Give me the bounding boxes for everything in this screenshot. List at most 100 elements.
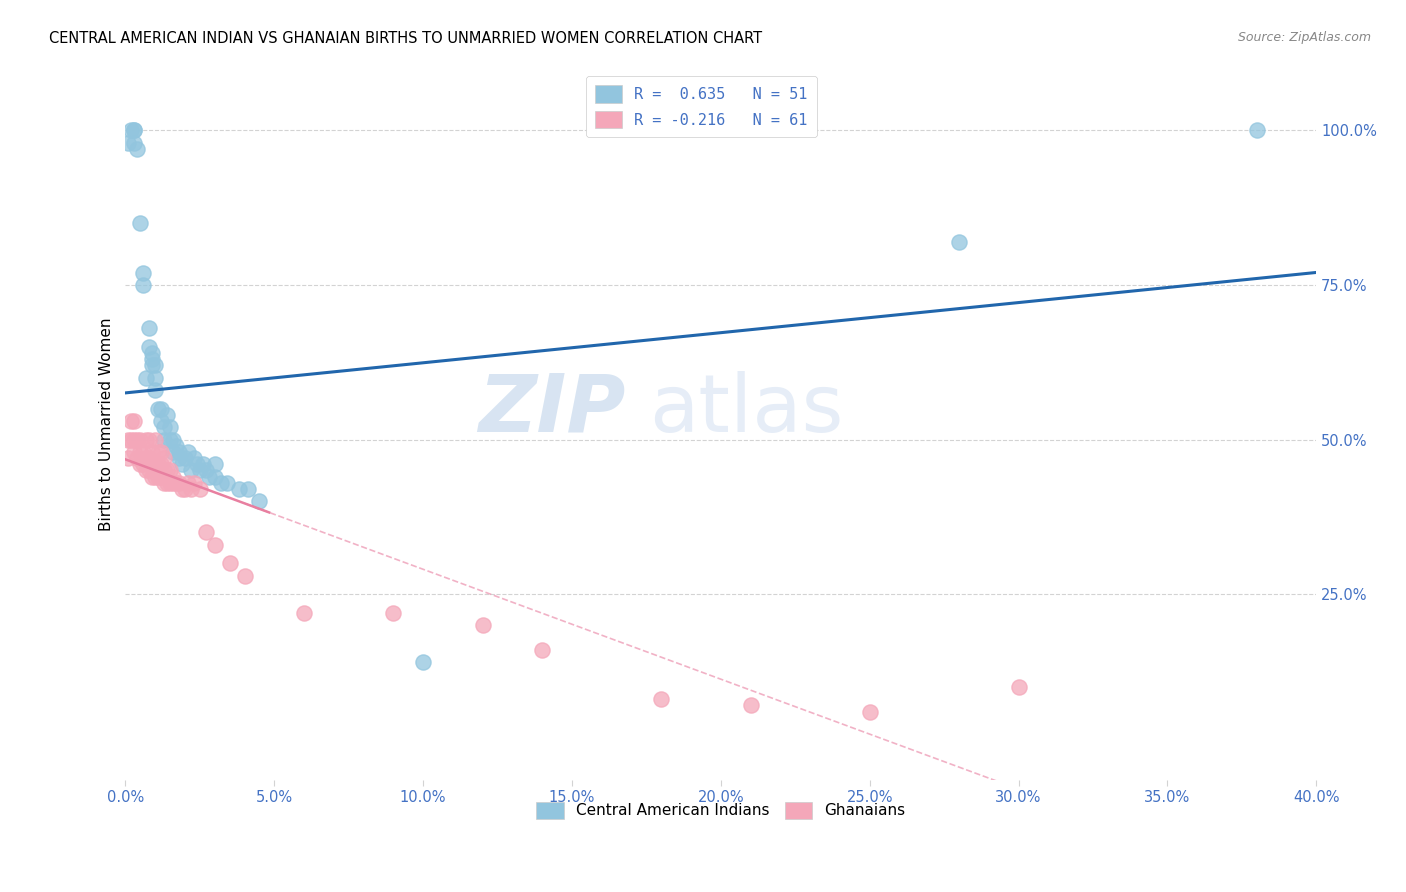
Point xyxy=(127,142,149,156)
Text: Source: ZipAtlas.com: Source: ZipAtlas.com xyxy=(1237,31,1371,45)
Point xyxy=(153,463,176,477)
Point xyxy=(159,433,181,447)
Point xyxy=(1246,123,1268,137)
Point xyxy=(138,451,160,466)
Point xyxy=(162,445,184,459)
Point xyxy=(120,433,142,447)
Point xyxy=(132,277,155,292)
Point xyxy=(174,451,197,466)
Point xyxy=(186,457,208,471)
Point xyxy=(162,433,184,447)
Legend: Central American Indians, Ghanaians: Central American Indians, Ghanaians xyxy=(530,796,911,825)
Point xyxy=(412,655,434,669)
Point xyxy=(159,475,181,490)
Point xyxy=(124,136,146,150)
Point xyxy=(188,463,211,477)
Point xyxy=(141,346,163,360)
Point xyxy=(167,451,190,466)
Point xyxy=(156,475,179,490)
Point xyxy=(204,538,226,552)
Point xyxy=(177,475,200,490)
Point xyxy=(143,370,166,384)
Point xyxy=(153,451,176,466)
Point xyxy=(292,606,315,620)
Point xyxy=(180,482,202,496)
Point xyxy=(135,370,157,384)
Point xyxy=(159,463,181,477)
Point xyxy=(124,433,146,447)
Point xyxy=(236,482,259,496)
Point xyxy=(135,433,157,447)
Point xyxy=(153,433,176,447)
Point xyxy=(138,340,160,354)
Text: CENTRAL AMERICAN INDIAN VS GHANAIAN BIRTHS TO UNMARRIED WOMEN CORRELATION CHART: CENTRAL AMERICAN INDIAN VS GHANAIAN BIRT… xyxy=(49,31,762,46)
Point xyxy=(141,359,163,373)
Point xyxy=(150,457,173,471)
Text: atlas: atlas xyxy=(650,371,844,449)
Point xyxy=(218,556,240,570)
Point xyxy=(162,475,184,490)
Point xyxy=(148,469,170,483)
Point xyxy=(143,457,166,471)
Point xyxy=(191,457,214,471)
Point xyxy=(165,439,187,453)
Point xyxy=(150,414,173,428)
Y-axis label: Births to Unmarried Women: Births to Unmarried Women xyxy=(100,318,114,531)
Point xyxy=(156,408,179,422)
Point xyxy=(129,216,152,230)
Point xyxy=(204,457,226,471)
Point xyxy=(194,525,217,540)
Point xyxy=(148,445,170,459)
Point xyxy=(148,457,170,471)
Point xyxy=(153,420,176,434)
Point xyxy=(129,445,152,459)
Point xyxy=(165,475,187,490)
Point xyxy=(129,433,152,447)
Point xyxy=(198,469,221,483)
Point xyxy=(153,475,176,490)
Point xyxy=(209,475,232,490)
Point xyxy=(156,463,179,477)
Point xyxy=(141,445,163,459)
Point xyxy=(183,451,205,466)
Point xyxy=(859,705,882,719)
Point xyxy=(127,433,149,447)
Point xyxy=(141,352,163,367)
Point xyxy=(143,359,166,373)
Text: ZIP: ZIP xyxy=(478,371,626,449)
Point xyxy=(183,475,205,490)
Point xyxy=(117,433,139,447)
Point xyxy=(138,433,160,447)
Point xyxy=(150,469,173,483)
Point xyxy=(143,383,166,397)
Point xyxy=(120,123,142,137)
Point xyxy=(233,568,256,582)
Point xyxy=(127,451,149,466)
Point xyxy=(170,482,193,496)
Point xyxy=(194,463,217,477)
Point xyxy=(471,618,494,632)
Point xyxy=(132,457,155,471)
Point xyxy=(135,463,157,477)
Point xyxy=(120,414,142,428)
Point xyxy=(117,136,139,150)
Point xyxy=(167,445,190,459)
Point xyxy=(162,469,184,483)
Point xyxy=(167,475,190,490)
Point xyxy=(138,321,160,335)
Point xyxy=(228,482,250,496)
Point xyxy=(143,433,166,447)
Point xyxy=(124,445,146,459)
Point xyxy=(132,266,155,280)
Point xyxy=(129,457,152,471)
Point xyxy=(141,469,163,483)
Point xyxy=(143,469,166,483)
Point xyxy=(948,235,970,249)
Point xyxy=(135,451,157,466)
Point xyxy=(650,692,672,706)
Point xyxy=(531,642,554,657)
Point xyxy=(174,482,197,496)
Point xyxy=(180,463,202,477)
Point xyxy=(740,698,762,713)
Point xyxy=(132,445,155,459)
